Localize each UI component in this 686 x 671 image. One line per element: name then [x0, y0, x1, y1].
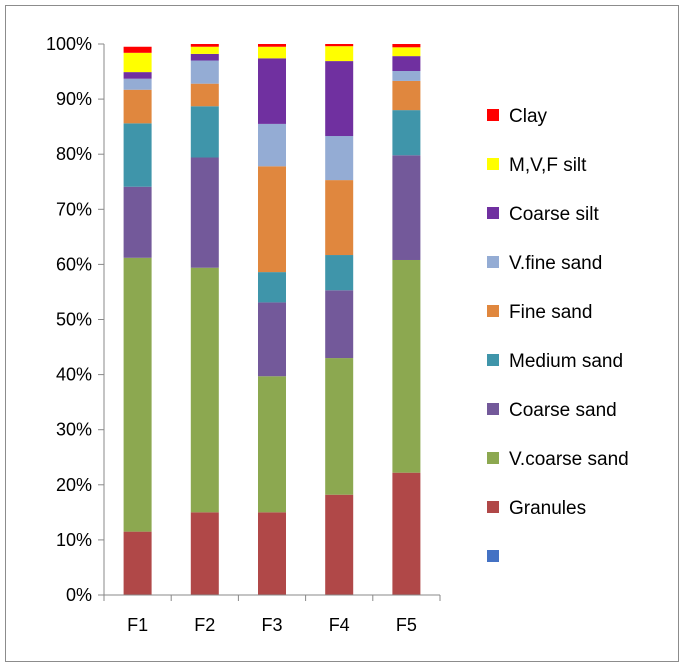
bar-segment-f4-v-coarse-sand: [325, 358, 354, 495]
bar-segment-f3-medium-sand: [258, 272, 286, 303]
bar-segment-f1-coarse-silt: [123, 72, 152, 79]
bar-segment-f1-granules: [123, 531, 152, 595]
legend-swatch-v-coarse-sand: [487, 452, 499, 464]
legend-swatch-coarse-silt: [487, 207, 499, 219]
x-tick-label-f1: F1: [127, 615, 148, 635]
y-tick-label: 90%: [56, 89, 92, 109]
bar-segment-f5-v-coarse-sand: [392, 259, 421, 473]
bar-segment-f1-fine-sand: [123, 89, 152, 124]
bar-segment-f1-v-coarse-sand: [123, 257, 152, 532]
bar-segment-f5-coarse-silt: [392, 56, 421, 71]
bar-segment-f4-fine-sand: [325, 180, 354, 256]
bar-segment-f1-clay: [123, 46, 152, 53]
bar-segment-f4-medium-sand: [325, 255, 354, 291]
bar-segment-f4-granules: [325, 494, 354, 595]
bar-segment-f2-coarse-silt: [190, 53, 219, 61]
bar-segment-f3-v-fine-sand: [258, 123, 286, 167]
legend-swatch-coarse-sand: [487, 403, 499, 415]
y-tick-label: 100%: [46, 34, 92, 54]
bar-segment-f3-coarse-silt: [258, 58, 286, 124]
y-tick-label: 10%: [56, 530, 92, 550]
bar-segment-f4-m-v-f-silt: [325, 46, 354, 62]
y-tick-label: 60%: [56, 254, 92, 274]
y-tick-label: 50%: [56, 310, 92, 330]
y-tick-label: 30%: [56, 420, 92, 440]
bar-segment-f5-v-fine-sand: [392, 71, 421, 81]
legend-swatch-granules: [487, 501, 499, 513]
bar-segment-f3-m-v-f-silt: [258, 46, 286, 59]
legend: Clay M,V,F silt Coarse silt V.fine sand Fine…: [487, 106, 629, 562]
bar-segment-f5-coarse-sand: [392, 155, 421, 260]
legend-label-granules: Granules: [509, 498, 586, 519]
bar-segment-f2-m-v-f-silt: [190, 46, 219, 54]
bar-segment-f2-v-fine-sand: [190, 60, 219, 84]
x-tick-label-f5: F5: [396, 615, 417, 635]
y-tick-label: 80%: [56, 144, 92, 164]
legend-swatch-unnamed: [487, 550, 499, 562]
legend-swatch-fine-sand: [487, 305, 499, 317]
plot-area: [123, 44, 421, 595]
bar-segment-f4-coarse-silt: [325, 61, 354, 137]
y-tick-label: 70%: [56, 199, 92, 219]
y-tick-label: 20%: [56, 475, 92, 495]
x-tick-label-f4: F4: [329, 615, 350, 635]
bar-segment-f4-clay: [325, 44, 354, 47]
bar-segment-f5-medium-sand: [392, 110, 421, 156]
legend-swatch-m-v-f-silt: [487, 158, 499, 170]
x-tick-label-f3: F3: [261, 615, 282, 635]
bar-segment-f2-clay: [190, 44, 219, 47]
bar-segment-f2-medium-sand: [190, 106, 219, 158]
legend-label-v-fine-sand: V.fine sand: [509, 253, 602, 274]
bar-segment-f3-clay: [258, 44, 286, 47]
bar-segment-f1-coarse-sand: [123, 186, 152, 258]
legend-label-m-v-f-silt: M,V,F silt: [509, 155, 587, 176]
bar-segment-f5-granules: [392, 472, 421, 595]
bar-segment-f4-v-fine-sand: [325, 136, 354, 181]
axes: 0% 10% 20% 30% 40% 50% 60% 70% 80% 90% 100% F1 F2 F3 F…: [46, 34, 441, 635]
legend-swatch-clay: [487, 109, 499, 121]
bar-segment-f5-m-v-f-silt: [392, 47, 421, 57]
bar-segment-f2-fine-sand: [190, 83, 219, 107]
bar-segment-f3-granules: [258, 512, 286, 595]
x-tick-label-f2: F2: [194, 615, 215, 635]
bar-segment-f5-clay: [392, 44, 421, 48]
legend-label-v-coarse-sand: V.coarse sand: [509, 449, 629, 470]
bar-segment-f2-coarse-sand: [190, 157, 219, 268]
legend-label-coarse-silt: Coarse silt: [509, 204, 599, 225]
legend-label-medium-sand: Medium sand: [509, 351, 623, 372]
legend-swatch-medium-sand: [487, 354, 499, 366]
bar-segment-f1-medium-sand: [123, 123, 152, 187]
legend-label-clay: Clay: [509, 106, 548, 127]
y-tick-label: 0%: [66, 585, 92, 605]
bar-segment-f2-granules: [190, 512, 219, 595]
bar-segment-f1-m-v-f-silt: [123, 52, 152, 73]
bar-segment-f4-coarse-sand: [325, 290, 354, 359]
bar-segment-f3-coarse-sand: [258, 302, 286, 377]
bar-segment-f2-v-coarse-sand: [190, 267, 219, 513]
bar-segment-f3-fine-sand: [258, 166, 286, 273]
legend-swatch-v-fine-sand: [487, 256, 499, 268]
legend-label-fine-sand: Fine sand: [509, 302, 592, 323]
legend-label-coarse-sand: Coarse sand: [509, 400, 617, 421]
bar-segment-f5-fine-sand: [392, 80, 421, 111]
y-tick-label: 40%: [56, 365, 92, 385]
bar-segment-f1-v-fine-sand: [123, 78, 152, 90]
bar-segment-f3-v-coarse-sand: [258, 376, 286, 513]
